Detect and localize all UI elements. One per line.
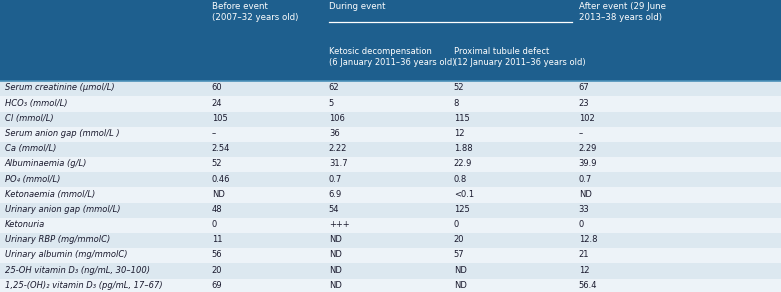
Bar <box>0 157 781 172</box>
Text: 31.7: 31.7 <box>329 159 348 168</box>
Text: 6.9: 6.9 <box>329 190 342 199</box>
Text: 11: 11 <box>212 235 222 244</box>
Text: 57: 57 <box>454 251 465 260</box>
Text: Urinary RBP (mg/mmolC): Urinary RBP (mg/mmolC) <box>5 235 110 244</box>
Text: 2.54: 2.54 <box>212 144 230 153</box>
Text: 12.8: 12.8 <box>579 235 597 244</box>
Text: ND: ND <box>329 235 341 244</box>
Text: ND: ND <box>579 190 591 199</box>
Text: ND: ND <box>329 266 341 275</box>
Bar <box>0 263 781 279</box>
Text: 48: 48 <box>212 205 223 214</box>
Text: 22.9: 22.9 <box>454 159 473 168</box>
Text: +++: +++ <box>329 220 349 229</box>
Text: Before event
(2007–32 years old): Before event (2007–32 years old) <box>212 2 298 22</box>
Bar <box>0 96 781 112</box>
Text: 0.46: 0.46 <box>212 175 230 184</box>
Text: 8: 8 <box>454 99 459 108</box>
Bar <box>0 187 781 203</box>
Text: 69: 69 <box>212 281 223 290</box>
Text: ND: ND <box>329 251 341 260</box>
Text: 106: 106 <box>329 114 344 123</box>
Text: Urinary albumin (mg/mmolC): Urinary albumin (mg/mmolC) <box>5 251 127 260</box>
Text: Albuminaemia (g/L): Albuminaemia (g/L) <box>5 159 87 168</box>
Text: 125: 125 <box>454 205 469 214</box>
Bar <box>0 248 781 263</box>
Bar <box>0 112 781 127</box>
Text: 24: 24 <box>212 99 222 108</box>
Text: 20: 20 <box>212 266 222 275</box>
Text: 36: 36 <box>329 129 340 138</box>
Text: Serum creatinine (μmol/L): Serum creatinine (μmol/L) <box>5 84 114 93</box>
Bar <box>0 203 781 218</box>
Text: PO₄ (mmol/L): PO₄ (mmol/L) <box>5 175 60 184</box>
Text: –: – <box>212 129 216 138</box>
Text: 2.29: 2.29 <box>579 144 597 153</box>
Text: 5: 5 <box>329 99 334 108</box>
Text: ND: ND <box>454 281 466 290</box>
Bar <box>0 0 781 45</box>
Text: 67: 67 <box>579 84 590 93</box>
Text: 62: 62 <box>329 84 340 93</box>
Text: 0: 0 <box>212 220 217 229</box>
Text: Proximal tubule defect
(12 January 2011–36 years old): Proximal tubule defect (12 January 2011–… <box>454 47 586 67</box>
Text: Urinary anion gap (mmol/L): Urinary anion gap (mmol/L) <box>5 205 120 214</box>
Text: 21: 21 <box>579 251 589 260</box>
Text: 56: 56 <box>212 251 223 260</box>
Text: 12: 12 <box>454 129 464 138</box>
Text: 39.9: 39.9 <box>579 159 597 168</box>
Text: 0: 0 <box>454 220 459 229</box>
Text: Ketonaemia (mmol/L): Ketonaemia (mmol/L) <box>5 190 95 199</box>
Text: 52: 52 <box>454 84 464 93</box>
Text: 105: 105 <box>212 114 227 123</box>
Text: 0.7: 0.7 <box>579 175 592 184</box>
Text: 54: 54 <box>329 205 339 214</box>
Text: Cl (mmol/L): Cl (mmol/L) <box>5 114 53 123</box>
Bar <box>0 172 781 187</box>
Bar <box>0 127 781 142</box>
Bar <box>0 142 781 157</box>
Text: 52: 52 <box>212 159 222 168</box>
Text: 56.4: 56.4 <box>579 281 597 290</box>
Text: ND: ND <box>212 190 224 199</box>
Text: 0.8: 0.8 <box>454 175 467 184</box>
Text: 2.22: 2.22 <box>329 144 348 153</box>
Bar <box>0 218 781 233</box>
Text: 102: 102 <box>579 114 594 123</box>
Text: ND: ND <box>329 281 341 290</box>
Text: Serum anion gap (mmol/L ): Serum anion gap (mmol/L ) <box>5 129 119 138</box>
Text: HCO₃ (mmol/L): HCO₃ (mmol/L) <box>5 99 67 108</box>
Bar <box>0 45 781 81</box>
Text: 115: 115 <box>454 114 469 123</box>
Bar <box>0 233 781 248</box>
Text: 33: 33 <box>579 205 590 214</box>
Text: <0.1: <0.1 <box>454 190 474 199</box>
Text: 12: 12 <box>579 266 589 275</box>
Bar <box>0 81 781 96</box>
Text: 1.88: 1.88 <box>454 144 473 153</box>
Text: 25-OH vitamin D₃ (ng/mL, 30–100): 25-OH vitamin D₃ (ng/mL, 30–100) <box>5 266 150 275</box>
Text: After event (29 June
2013–38 years old): After event (29 June 2013–38 years old) <box>579 2 665 22</box>
Text: Ca (mmol/L): Ca (mmol/L) <box>5 144 56 153</box>
Text: Ketonuria: Ketonuria <box>5 220 45 229</box>
Bar <box>0 279 781 292</box>
Text: 0: 0 <box>579 220 584 229</box>
Text: Ketosic decompensation
(6 January 2011–36 years old): Ketosic decompensation (6 January 2011–3… <box>329 47 455 67</box>
Text: 20: 20 <box>454 235 464 244</box>
Text: ND: ND <box>454 266 466 275</box>
Text: During event: During event <box>329 2 385 11</box>
Text: 1,25-(OH)₂ vitamin D₃ (pg/mL, 17–67): 1,25-(OH)₂ vitamin D₃ (pg/mL, 17–67) <box>5 281 162 290</box>
Text: –: – <box>579 129 583 138</box>
Text: 23: 23 <box>579 99 590 108</box>
Text: 60: 60 <box>212 84 223 93</box>
Text: 0.7: 0.7 <box>329 175 342 184</box>
